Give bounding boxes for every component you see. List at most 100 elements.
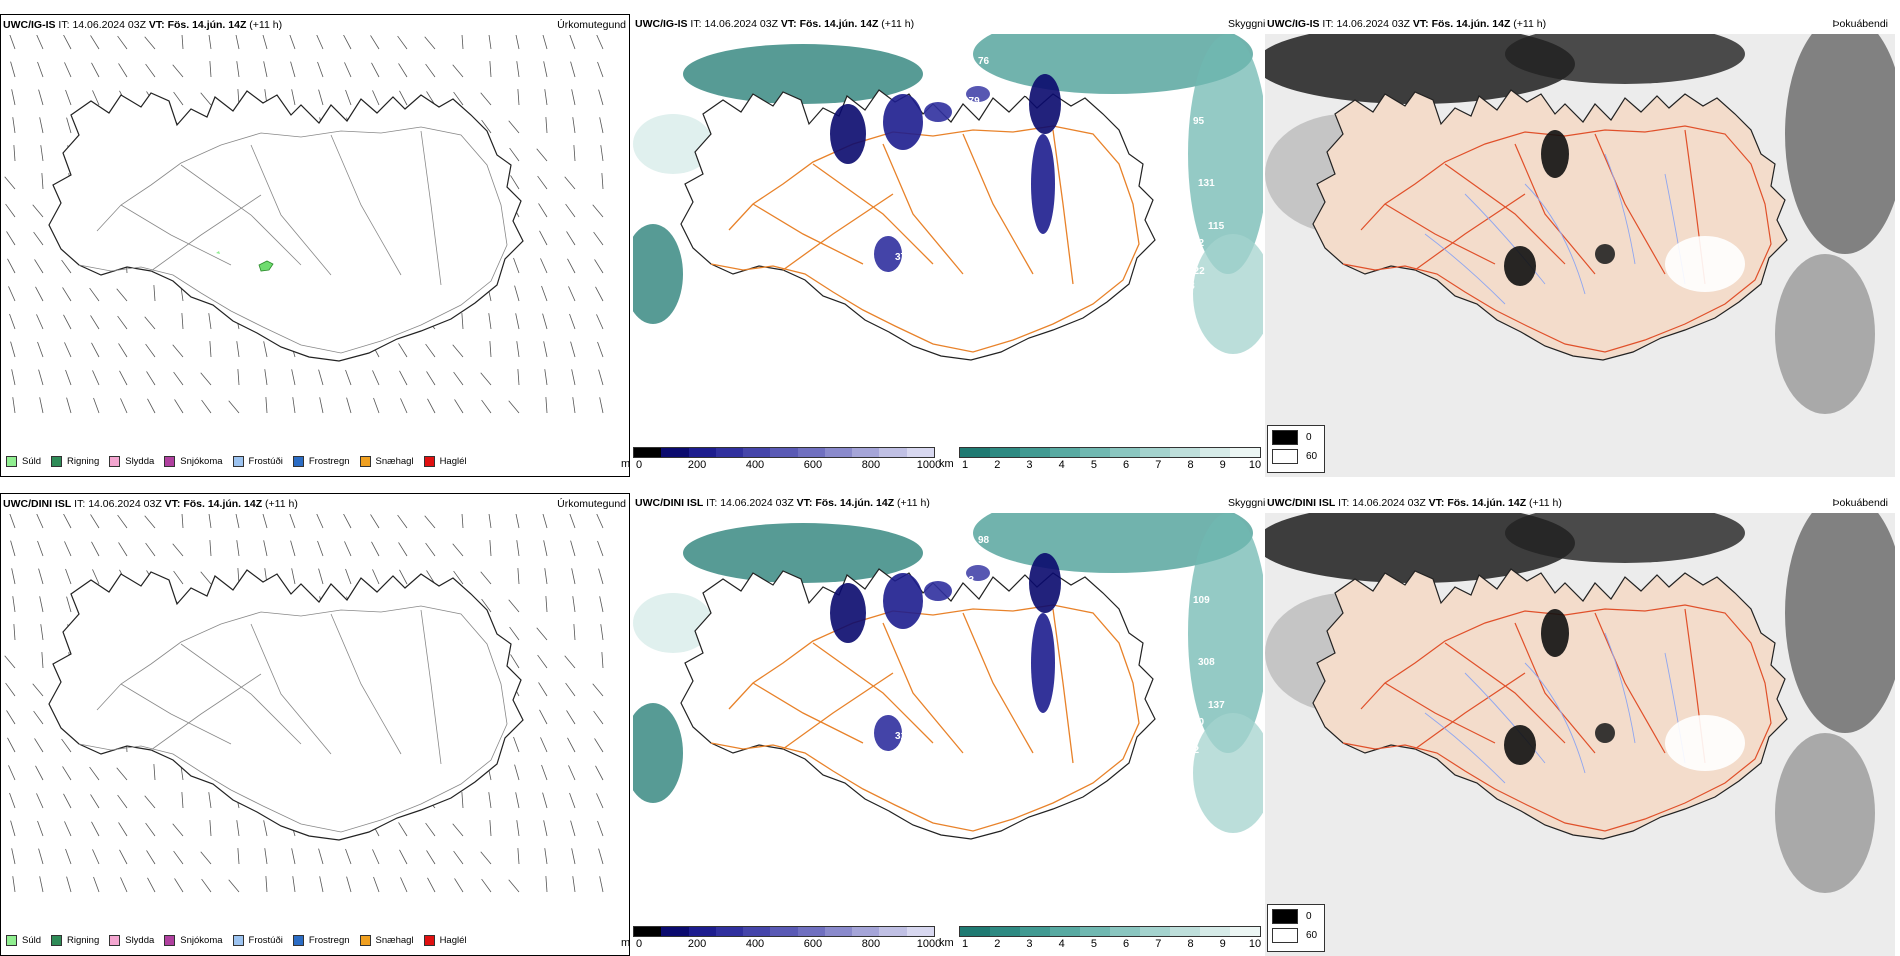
- legend-swatch: [423, 934, 435, 946]
- wind-barb: [515, 792, 520, 809]
- fog-indicator-map: [1265, 34, 1895, 477]
- wind-barb: [38, 568, 44, 585]
- wind-barb: [265, 876, 268, 893]
- wind-barb: [120, 877, 128, 893]
- colorbar-segment: [634, 927, 662, 936]
- panel-label-fog: Þokuábendi: [1832, 18, 1888, 30]
- panel-title: UWC/DINI ISL IT: 14.06.2024 03Z VT: Fös.…: [635, 497, 930, 509]
- wind-barb: [39, 876, 44, 893]
- wind-barb: [371, 62, 380, 78]
- wind-barb: [572, 596, 576, 613]
- wind-barb: [516, 820, 520, 837]
- wind-barb: [400, 398, 408, 414]
- wind-barb: [116, 767, 128, 781]
- legend-item: Snæhagl: [359, 455, 414, 467]
- cloud-base-label: 76: [978, 56, 990, 67]
- wind-barb: [236, 540, 240, 557]
- wind-barb: [41, 173, 44, 190]
- wind-barb: [592, 683, 604, 697]
- cloud-base-label: 131: [1198, 178, 1215, 189]
- wind-barb: [39, 397, 44, 414]
- fog-land-area: [1541, 609, 1569, 657]
- wind-barb: [10, 341, 16, 358]
- wind-barb: [426, 850, 436, 865]
- wind-barb: [38, 848, 44, 865]
- colorbar-segment: [824, 448, 853, 457]
- wind-barb: [453, 850, 464, 865]
- wind-barb: [399, 370, 408, 386]
- panel-title: UWC/DINI ISL IT: 14.06.2024 03Z VT: Fös.…: [3, 498, 298, 510]
- wind-barb: [291, 848, 296, 865]
- wind-barb: [41, 652, 44, 669]
- wind-barb: [66, 876, 72, 893]
- wind-barb: [13, 145, 16, 162]
- wind-barb: [37, 61, 44, 78]
- wind-barb: [35, 765, 44, 781]
- wind-barb: [63, 314, 72, 330]
- colorbar-segment: [1230, 448, 1260, 457]
- wind-barb: [290, 61, 296, 78]
- fog-indicator-panel-2: UWC/DINI ISL IT: 14.06.2024 03Z VT: Fös.…: [1265, 493, 1895, 956]
- wind-barb: [209, 341, 212, 358]
- fog-land-area: [1504, 246, 1536, 286]
- wind-barb: [13, 624, 16, 641]
- cloud-base-area: [1029, 74, 1061, 134]
- wind-barb: [33, 231, 44, 246]
- wind-barb: [319, 397, 324, 414]
- wind-barb: [597, 540, 604, 557]
- wind-barb: [292, 397, 296, 414]
- colorbar-tick: 200: [687, 938, 707, 950]
- colorbar-tick: 2: [994, 459, 1001, 471]
- wind-barb: [200, 372, 212, 386]
- wind-barb: [172, 823, 184, 837]
- wind-barb: [40, 624, 44, 641]
- wind-barb: [61, 738, 72, 753]
- colorbar-segment: [879, 927, 907, 936]
- wind-barb: [508, 400, 520, 414]
- wind-barb: [181, 35, 184, 50]
- legend-swatch: [423, 455, 435, 467]
- precip-type-legend: Súld Rigning Slydda Snjókoma Frostúði Frostre…: [6, 452, 467, 470]
- legend-label: Slydda: [125, 934, 155, 946]
- wind-barb: [63, 793, 72, 809]
- wind-barb: [516, 341, 520, 358]
- wind-barb: [32, 683, 44, 697]
- legend-item: Haglél: [423, 455, 467, 467]
- cloud-base-label: 95: [1193, 116, 1205, 127]
- legend-label: Frostregn: [308, 934, 350, 946]
- wind-barb: [236, 61, 240, 78]
- legend-label: Frostúði: [248, 455, 283, 467]
- cloud-base-label: 310: [895, 731, 912, 742]
- fog-area: [1265, 34, 1575, 104]
- cloud-base-area: [1031, 134, 1055, 234]
- fog-over-land: [1504, 609, 1745, 771]
- cloud-base-colorbar: 0 200 400 600 800 1000 m: [621, 926, 941, 952]
- wind-barb: [262, 35, 268, 50]
- wind-barb: [543, 540, 548, 557]
- legend-swatch: [232, 455, 244, 467]
- legend-item: Súld: [6, 455, 42, 467]
- colorbar-tick: 1: [961, 938, 969, 950]
- fog-area: [1265, 513, 1575, 583]
- wind-barb: [568, 765, 576, 781]
- legend-item: Frostúði: [232, 934, 283, 946]
- wind-barb: [117, 315, 128, 330]
- wind-barb: [593, 231, 604, 246]
- wind-barb: [539, 230, 548, 246]
- wind-barb: [5, 203, 16, 218]
- panel-title: UWC/IG-IS IT: 14.06.2024 03Z VT: Fös. 14…: [3, 19, 283, 31]
- wind-barb: [489, 341, 492, 358]
- fog-legend-item: 60: [1272, 928, 1320, 943]
- fog-land-area: [1541, 130, 1569, 178]
- wind-barb: [146, 850, 156, 865]
- wind-barb: [147, 398, 156, 414]
- legend-label: Súld: [22, 455, 42, 467]
- cloud-base-field: [830, 553, 1061, 751]
- wind-barb: [4, 655, 16, 669]
- colorbar-tick: 1000: [916, 459, 942, 471]
- colorbar-segment: [824, 927, 853, 936]
- wind-barb: [237, 369, 240, 386]
- wind-barb: [545, 117, 548, 134]
- legend-item: Frostregn: [292, 934, 350, 946]
